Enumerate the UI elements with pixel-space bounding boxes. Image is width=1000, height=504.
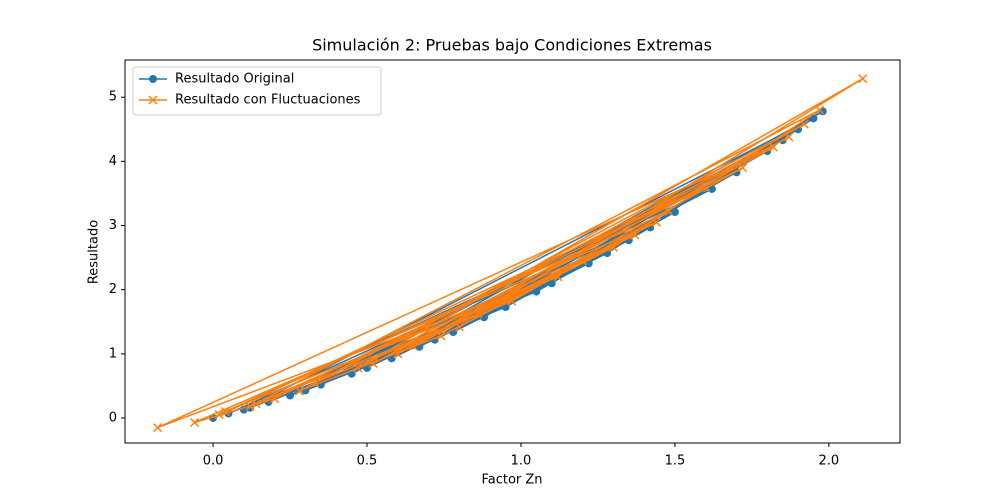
legend-box: [132, 66, 382, 116]
marker: [251, 399, 261, 409]
marker: [809, 114, 818, 123]
marker: [473, 309, 483, 319]
marker: [553, 272, 563, 282]
y-axis-label: Resultado: [87, 220, 102, 284]
legend-marker: [149, 75, 157, 83]
x-tick-label: 0.5: [357, 454, 378, 469]
y-tick-label: 5: [109, 90, 117, 105]
marker: [784, 132, 794, 142]
series-line: [157, 77, 864, 429]
marker: [532, 287, 541, 296]
marker: [270, 394, 280, 404]
plot-area: [153, 74, 868, 433]
marker: [768, 142, 778, 152]
marker: [664, 206, 674, 216]
marker: [608, 242, 618, 252]
legend-label: Resultado con Fluctuaciones: [175, 93, 361, 108]
marker: [454, 322, 464, 332]
marker: [670, 208, 679, 217]
marker: [799, 119, 809, 129]
marker: [190, 417, 200, 428]
marker: [630, 230, 640, 240]
marker: [294, 386, 304, 396]
y-tick-label: 2: [109, 282, 117, 297]
legend-marker: [148, 95, 158, 105]
marker: [220, 407, 230, 417]
marker: [353, 363, 363, 373]
marker: [507, 296, 517, 306]
y-tick-label: 1: [109, 346, 117, 361]
marker: [858, 74, 868, 84]
y-tick-label: 0: [109, 410, 117, 425]
y-tick-label: 4: [109, 154, 117, 169]
marker: [310, 378, 320, 388]
marker: [286, 391, 295, 400]
marker: [153, 423, 163, 433]
marker: [547, 279, 556, 288]
x-axis-label: Factor Zn: [481, 473, 542, 488]
chart-title: Simulación 2: Pruebas bajo Condiciones E…: [312, 36, 712, 55]
marker: [701, 182, 711, 192]
marker: [436, 331, 446, 341]
marker: [651, 217, 661, 227]
plot-frame: [124, 59, 901, 444]
x-tick-label: 2.0: [819, 454, 840, 469]
marker: [738, 163, 748, 173]
x-tick-label: 1.0: [511, 454, 532, 469]
y-tick-label: 3: [109, 218, 117, 233]
marker: [393, 349, 403, 359]
x-tick-label: 1.5: [665, 454, 686, 469]
legend-label: Resultado Original: [175, 72, 294, 87]
x-tick-label: 0.0: [203, 454, 224, 469]
marker: [245, 401, 255, 411]
marker: [815, 105, 825, 115]
marker: [578, 256, 588, 266]
marker: [368, 358, 378, 368]
marker: [408, 341, 418, 351]
marker: [214, 410, 224, 420]
